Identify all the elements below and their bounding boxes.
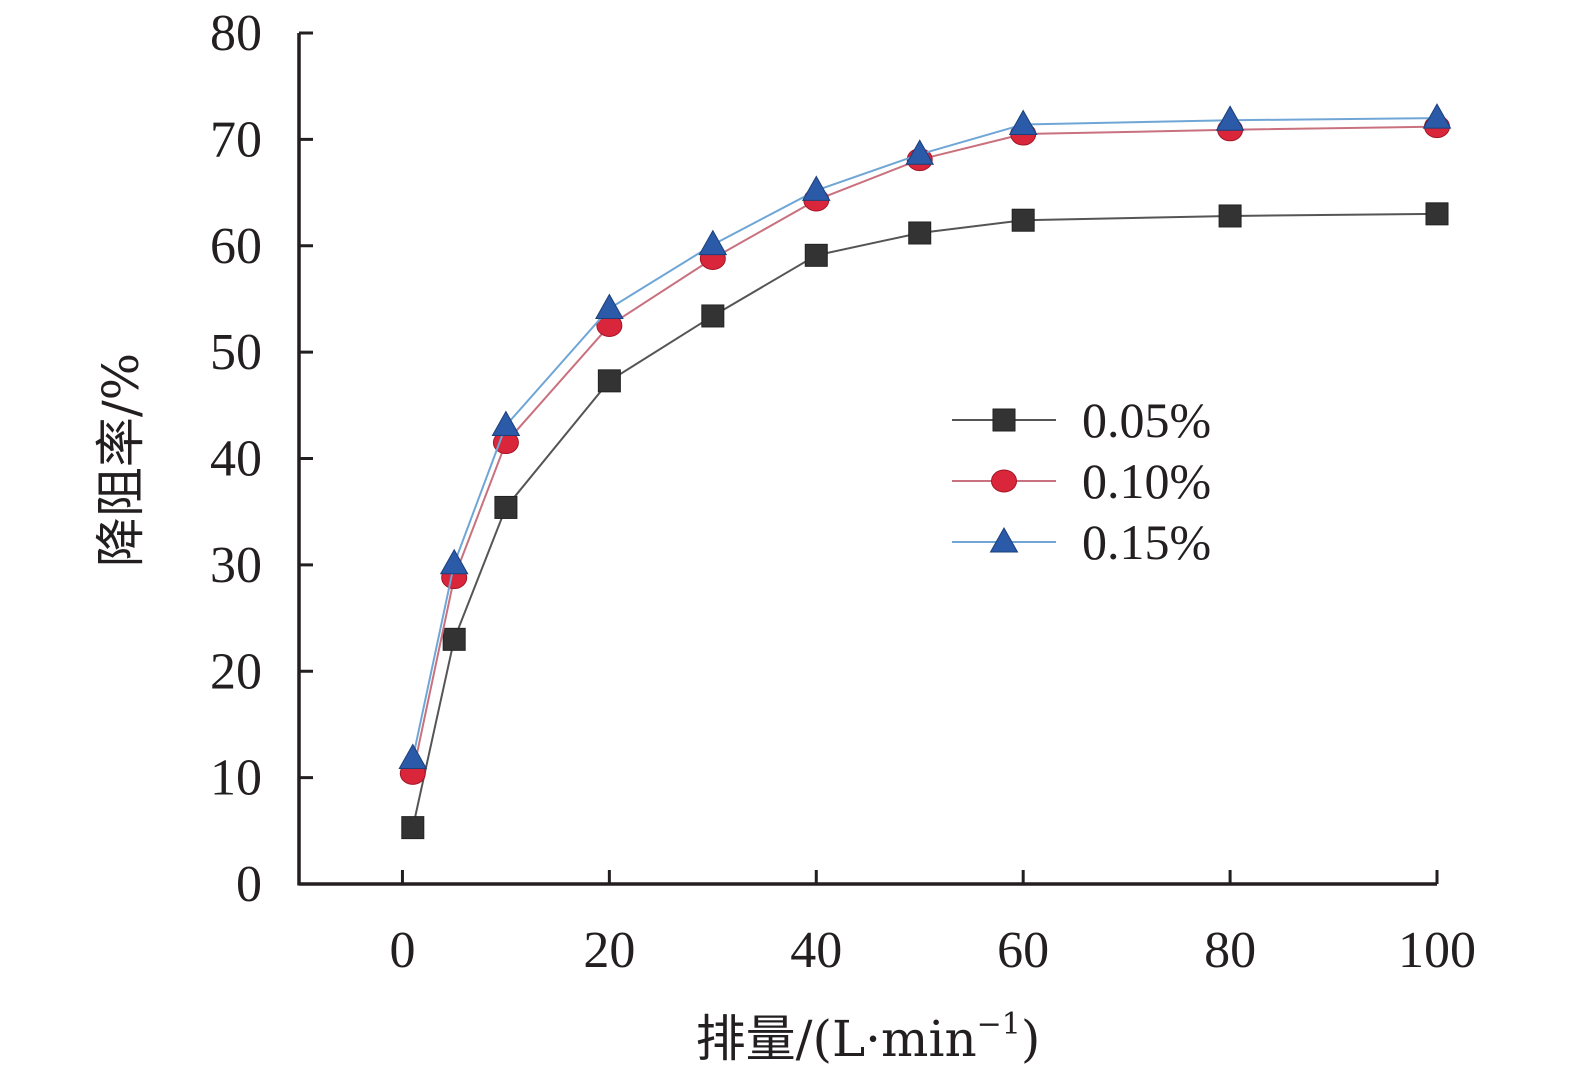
legend: 0.05%0.10%0.15% bbox=[952, 392, 1211, 570]
series-triangle bbox=[398, 103, 1452, 769]
legend-label: 0.15% bbox=[1082, 514, 1211, 570]
legend-marker bbox=[992, 408, 1016, 432]
y-tick-label: 60 bbox=[210, 218, 262, 275]
y-tick-label: 20 bbox=[210, 643, 262, 700]
x-tick-label: 40 bbox=[790, 922, 842, 979]
plot-area bbox=[398, 103, 1452, 840]
legend-entry: 0.05% bbox=[952, 392, 1211, 448]
data-point bbox=[494, 495, 518, 519]
y-tick-label: 40 bbox=[210, 431, 262, 488]
y-tick-label: 10 bbox=[210, 750, 262, 807]
data-point bbox=[908, 221, 932, 245]
data-point bbox=[1425, 202, 1449, 226]
legend-label: 0.10% bbox=[1082, 453, 1211, 509]
x-tick-label: 60 bbox=[997, 922, 1049, 979]
data-point bbox=[1422, 103, 1452, 129]
ticks: 0 10 20 30 40 50 60 70 80 0 20 40 60 80 100 bbox=[210, 5, 1476, 979]
y-tick-label: 80 bbox=[210, 5, 262, 62]
x-tick-label: 100 bbox=[1398, 922, 1476, 979]
data-point bbox=[1011, 208, 1035, 232]
data-point bbox=[1215, 105, 1245, 131]
x-tick-label: 80 bbox=[1204, 922, 1256, 979]
series-line bbox=[411, 125, 1438, 774]
series-line bbox=[411, 212, 1438, 828]
data-point bbox=[398, 743, 428, 769]
legend-label: 0.05% bbox=[1082, 392, 1211, 448]
y-tick-label: 50 bbox=[210, 324, 262, 381]
x-axis-title-main: 排量/(L·min bbox=[696, 1010, 977, 1068]
legend-marker bbox=[989, 526, 1019, 553]
data-point bbox=[804, 243, 828, 267]
data-point bbox=[905, 139, 935, 165]
y-tick-label: 30 bbox=[210, 537, 262, 594]
legend-marker bbox=[991, 469, 1017, 493]
data-point bbox=[1218, 204, 1242, 228]
series-square bbox=[401, 202, 1449, 840]
x-tick-label: 20 bbox=[583, 922, 635, 979]
x-axis-title-unit-exponent: −1 bbox=[977, 1007, 1021, 1042]
legend-entry: 0.10% bbox=[952, 453, 1211, 509]
x-axis-title: 排量/(L·min−1) bbox=[696, 1007, 1041, 1068]
data-point bbox=[701, 304, 725, 328]
data-point bbox=[401, 816, 425, 840]
data-point bbox=[491, 410, 521, 437]
data-point bbox=[595, 293, 624, 320]
data-point bbox=[698, 229, 728, 256]
data-point bbox=[801, 175, 831, 201]
data-point bbox=[597, 369, 621, 393]
x-axis-title-close: ) bbox=[1021, 1010, 1041, 1068]
x-tick-label: 0 bbox=[389, 922, 415, 979]
legend-entry: 0.15% bbox=[952, 514, 1211, 570]
axes bbox=[297, 33, 1437, 886]
data-point bbox=[439, 548, 469, 575]
series-line bbox=[411, 117, 1438, 759]
y-tick-label: 70 bbox=[210, 111, 262, 168]
data-point bbox=[1008, 109, 1038, 135]
y-tick-label: 0 bbox=[236, 856, 262, 913]
y-axis-title: 降阻率/% bbox=[92, 353, 150, 567]
data-point bbox=[442, 627, 466, 651]
